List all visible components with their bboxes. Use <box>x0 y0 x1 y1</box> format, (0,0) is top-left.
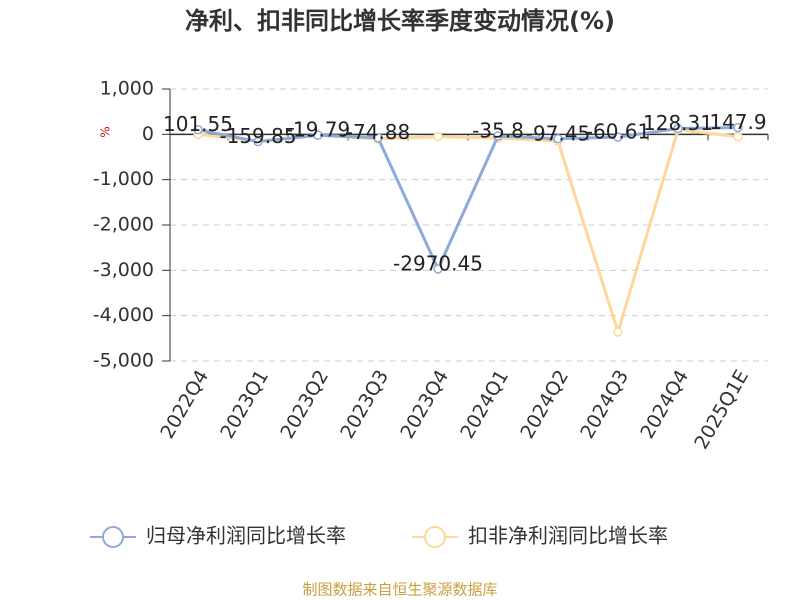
y-tick-label: -5,000 <box>93 350 154 372</box>
data-label: -2970.45 <box>393 251 483 275</box>
data-point <box>673 123 683 134</box>
data-label: -60.61 <box>586 120 650 144</box>
data-point <box>193 124 203 135</box>
x-tick-label: 2022Q4 <box>156 366 213 442</box>
data-label: -97.45 <box>526 121 590 145</box>
chart-title: 净利、扣非同比增长率季度变动情况(%) <box>185 7 615 35</box>
data-point <box>493 131 503 141</box>
data-point <box>433 131 443 142</box>
legend-label: 归母净利润同比增长率 <box>146 524 346 548</box>
x-tick-label: 2023Q3 <box>336 366 393 442</box>
y-tick-label: 0 <box>142 123 154 145</box>
y-tick-label: -4,000 <box>93 304 154 326</box>
data-point <box>313 130 323 140</box>
data-label: -74.88 <box>346 120 410 144</box>
x-tick-label: 2025Q1E <box>690 366 753 453</box>
data-point <box>373 132 383 143</box>
data-label: -19.79 <box>286 118 350 142</box>
series-line <box>197 126 739 273</box>
x-tick-label: 2024Q2 <box>516 366 573 442</box>
legend-marker <box>102 526 124 548</box>
legend-marker <box>424 526 446 548</box>
x-tick-label: 2024Q3 <box>576 366 633 442</box>
x-tick-label: 2023Q4 <box>396 366 453 442</box>
source-note: 制图数据来自恒生聚源数据库 <box>302 581 497 599</box>
data-point <box>553 134 563 144</box>
data-point <box>733 131 743 142</box>
legend-label: 扣非净利润同比增长率 <box>468 524 668 548</box>
y-axis-label: % <box>99 126 113 137</box>
data-label: -35.8 <box>472 118 524 142</box>
data-label: -159.85 <box>219 124 296 148</box>
data-label: 147.9 <box>709 110 766 134</box>
data-point <box>433 264 443 274</box>
x-tick-label: 2023Q1 <box>216 366 273 442</box>
y-tick-label: 1,000 <box>100 78 154 100</box>
series-line <box>197 128 739 338</box>
y-tick-label: -1,000 <box>93 168 154 190</box>
x-tick-label: 2024Q4 <box>636 366 693 442</box>
y-tick-label: -2,000 <box>93 214 154 236</box>
data-label: 128.31 <box>643 111 713 135</box>
data-point <box>613 327 623 337</box>
x-tick-label: 2023Q2 <box>276 366 333 442</box>
data-point <box>253 136 263 147</box>
data-point <box>733 122 743 133</box>
x-tick-label: 2024Q1 <box>456 366 513 442</box>
y-tick-label: -3,000 <box>93 259 154 281</box>
data-label: 101.55 <box>163 112 233 136</box>
data-point <box>613 132 623 142</box>
